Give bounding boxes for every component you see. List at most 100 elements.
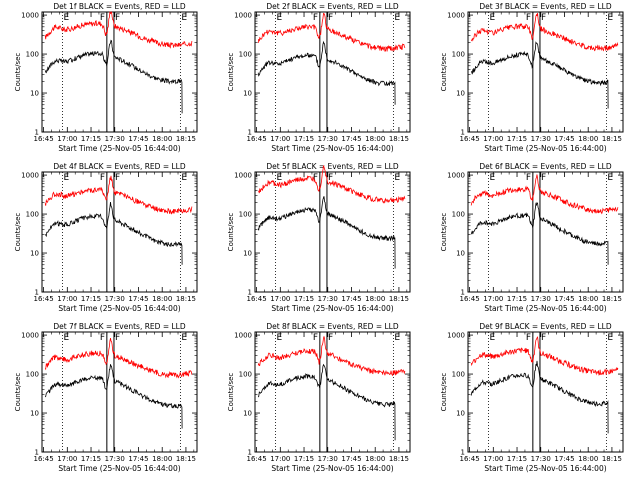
x-tick-label: 17:00	[57, 135, 77, 143]
panel-det-3: Det 3f BLACK = Events, RED = LLD 1 10 100 10…	[440, 2, 624, 153]
x-tick-label: 18:00	[578, 455, 598, 463]
marker-label-f: F	[541, 333, 546, 343]
marker-label-e: E	[490, 333, 496, 343]
x-tick-label: 17:45	[554, 135, 574, 143]
y-axis-label: Counts/sec	[14, 213, 22, 252]
y-tick-label: 1	[248, 289, 252, 297]
x-tick-label: 17:00	[483, 135, 503, 143]
marker-label-f: F	[526, 13, 531, 23]
plot-frame	[41, 171, 198, 293]
x-tick-label: 16:45	[459, 135, 479, 143]
y-tick-label: 1	[461, 129, 465, 137]
panel-det-2: Det 2f BLACK = Events, RED = LLD 1 10 100 10…	[227, 2, 411, 153]
x-tick-label: 18:00	[152, 135, 172, 143]
x-tick-label: 17:15	[81, 455, 101, 463]
panel-det-5: Det 5f BLACK = Events, RED = LLD 1 10 100 10…	[227, 162, 411, 313]
x-tick-label: 17:30	[318, 455, 338, 463]
x-axis-label: Start Time (25-Nov-05 16:44:00)	[271, 144, 393, 153]
marker-label-f: F	[526, 333, 531, 343]
y-tick-label: 10	[243, 250, 252, 258]
marker-label-f: F	[526, 173, 531, 183]
x-axis-label: Start Time (25-Nov-05 16:44:00)	[271, 304, 393, 313]
y-tick-label: 1	[461, 289, 465, 297]
series-events-curve	[470, 201, 609, 265]
plot-frame	[254, 171, 411, 293]
x-tick-label: 17:45	[554, 455, 574, 463]
y-tick-label: 1000	[447, 172, 465, 180]
x-tick-label: 18:00	[152, 295, 172, 303]
y-tick-label: 1000	[21, 332, 39, 340]
x-tick-label: 17:00	[57, 295, 77, 303]
x-tick-label: 17:00	[270, 295, 290, 303]
series-lld-curve	[258, 165, 406, 204]
panel-det-1: Det 1f BLACK = Events, RED = LLD 1 10 100 10…	[14, 2, 198, 153]
series-lld-curve	[44, 175, 193, 215]
panel-title: Det 9f BLACK = Events, RED = LLD	[479, 322, 612, 331]
panel-title: Det 8f BLACK = Events, RED = LLD	[266, 322, 399, 331]
x-tick-label: 18:00	[152, 455, 172, 463]
plot-frame	[41, 11, 198, 133]
marker-label-e: E	[277, 173, 283, 183]
series-events-curve	[257, 40, 396, 105]
x-tick-label: 18:00	[365, 295, 385, 303]
y-axis-label: Counts/sec	[440, 53, 448, 92]
y-tick-label: 1000	[21, 12, 39, 20]
x-tick-label: 17:15	[81, 295, 101, 303]
marker-label-f: F	[541, 13, 546, 23]
plot-frame	[41, 331, 198, 453]
x-tick-label: 18:00	[365, 455, 385, 463]
x-axis-label: Start Time (25-Nov-05 16:44:00)	[58, 144, 180, 153]
marker-label-e: E	[394, 13, 400, 23]
x-tick-label: 18:00	[578, 295, 598, 303]
y-tick-label: 10	[30, 90, 39, 98]
panel-title: Det 1f BLACK = Events, RED = LLD	[53, 2, 186, 11]
x-tick-label: 17:15	[81, 135, 101, 143]
marker-label-f: F	[328, 333, 333, 343]
y-tick-label: 10	[30, 250, 39, 258]
panel-det-6: Det 6f BLACK = Events, RED = LLD 1 10 100 10…	[440, 162, 624, 313]
panel-title: Det 6f BLACK = Events, RED = LLD	[479, 162, 612, 171]
x-tick-label: 17:15	[507, 295, 527, 303]
x-tick-label: 17:45	[341, 295, 361, 303]
series-events-curve	[44, 39, 183, 114]
y-tick-label: 100	[452, 51, 465, 59]
x-tick-label: 17:15	[294, 455, 314, 463]
marker-label-e: E	[607, 13, 613, 23]
y-tick-label: 10	[456, 410, 465, 418]
x-tick-label: 16:45	[33, 295, 53, 303]
series-events-curve	[257, 196, 396, 269]
x-tick-label: 18:15	[176, 135, 196, 143]
panel-det-4: Det 4f BLACK = Events, RED = LLD 1 10 100 10…	[14, 162, 198, 313]
y-tick-label: 1000	[21, 172, 39, 180]
x-tick-label: 17:45	[128, 135, 148, 143]
panel-title: Det 4f BLACK = Events, RED = LLD	[53, 162, 186, 171]
panel-title: Det 7f BLACK = Events, RED = LLD	[53, 322, 186, 331]
marker-label-f: F	[541, 173, 546, 183]
marker-label-e: E	[607, 333, 613, 343]
y-tick-label: 100	[26, 211, 39, 219]
series-events-curve	[44, 201, 183, 265]
x-tick-label: 18:15	[602, 455, 622, 463]
plot-frame	[467, 171, 624, 293]
y-tick-label: 100	[239, 211, 252, 219]
x-tick-label: 17:30	[105, 135, 125, 143]
plot-frame	[254, 331, 411, 453]
x-tick-label: 17:30	[531, 295, 551, 303]
x-tick-label: 17:30	[105, 295, 125, 303]
x-tick-label: 18:15	[176, 295, 196, 303]
marker-label-f: F	[328, 13, 333, 23]
x-tick-label: 18:15	[389, 295, 409, 303]
x-tick-label: 17:30	[531, 135, 551, 143]
series-events-curve	[470, 41, 609, 109]
x-tick-label: 17:00	[270, 135, 290, 143]
y-tick-label: 1000	[234, 12, 252, 20]
x-axis-label: Start Time (25-Nov-05 16:44:00)	[484, 464, 606, 473]
marker-label-f: F	[313, 13, 318, 23]
x-axis-label: Start Time (25-Nov-05 16:44:00)	[484, 304, 606, 313]
series-lld-curve	[470, 336, 619, 376]
series-lld-curve	[470, 12, 619, 52]
y-tick-label: 1	[461, 449, 465, 457]
x-tick-label: 17:00	[270, 455, 290, 463]
panel-title: Det 3f BLACK = Events, RED = LLD	[479, 2, 612, 11]
series-events-curve	[44, 364, 183, 429]
